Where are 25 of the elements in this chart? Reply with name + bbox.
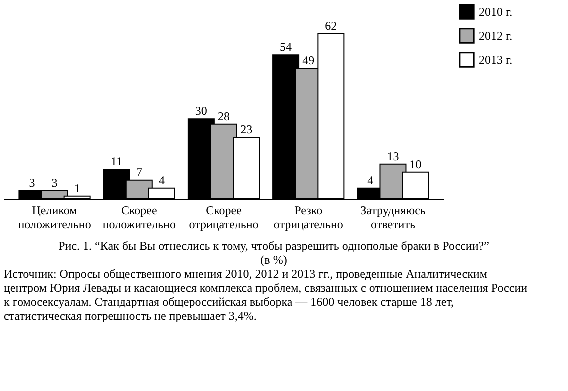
- legend-label: 2010 г.: [479, 5, 513, 19]
- data-label: 3: [29, 176, 36, 190]
- data-label: 49: [302, 53, 315, 68]
- data-label: 11: [111, 154, 123, 169]
- x-tick-label: Целиком положительно: [18, 204, 92, 232]
- data-label: 3: [52, 176, 58, 190]
- data-label: 54: [280, 40, 292, 54]
- legend-label: 2013 г.: [479, 53, 513, 67]
- data-label: 4: [368, 173, 374, 188]
- data-label: 62: [325, 18, 338, 33]
- legend-label: 2012 г.: [479, 29, 513, 43]
- x-tick-label: Скорее отрицательно: [189, 204, 259, 232]
- data-label: 10: [410, 157, 422, 172]
- data-label: 23: [240, 122, 253, 137]
- data-label: 1: [74, 181, 80, 196]
- data-label: 30: [195, 104, 208, 118]
- data-label: 7: [136, 165, 142, 180]
- data-label: 4: [158, 173, 165, 188]
- text: Рис. 1. “Как бы Вы отнеслись к тому, чтобы разрешить однополые браки в России?” (в %): [58, 239, 490, 267]
- x-tick-label: Затрудняюсь ответить: [360, 204, 426, 232]
- x-tick-label: Резко отрицательно: [274, 204, 344, 232]
- text: Источник: Опросы общественного мнения 2010, 2012 и 2013 гг., проведенные Аналитическим центром Юрия Левады и касающиеся комплекса проблем, связанных с отношением населения России к гомосексуалам. Стандартная общероссийская выборка — 1600 человек старше 18 лет, статистическая погрешность не превышает 3,4%.: [4, 267, 528, 323]
- data-label: 28: [218, 109, 230, 124]
- data-label: 13: [387, 149, 400, 164]
- x-tick-label: Скорее положительно: [102, 204, 176, 232]
